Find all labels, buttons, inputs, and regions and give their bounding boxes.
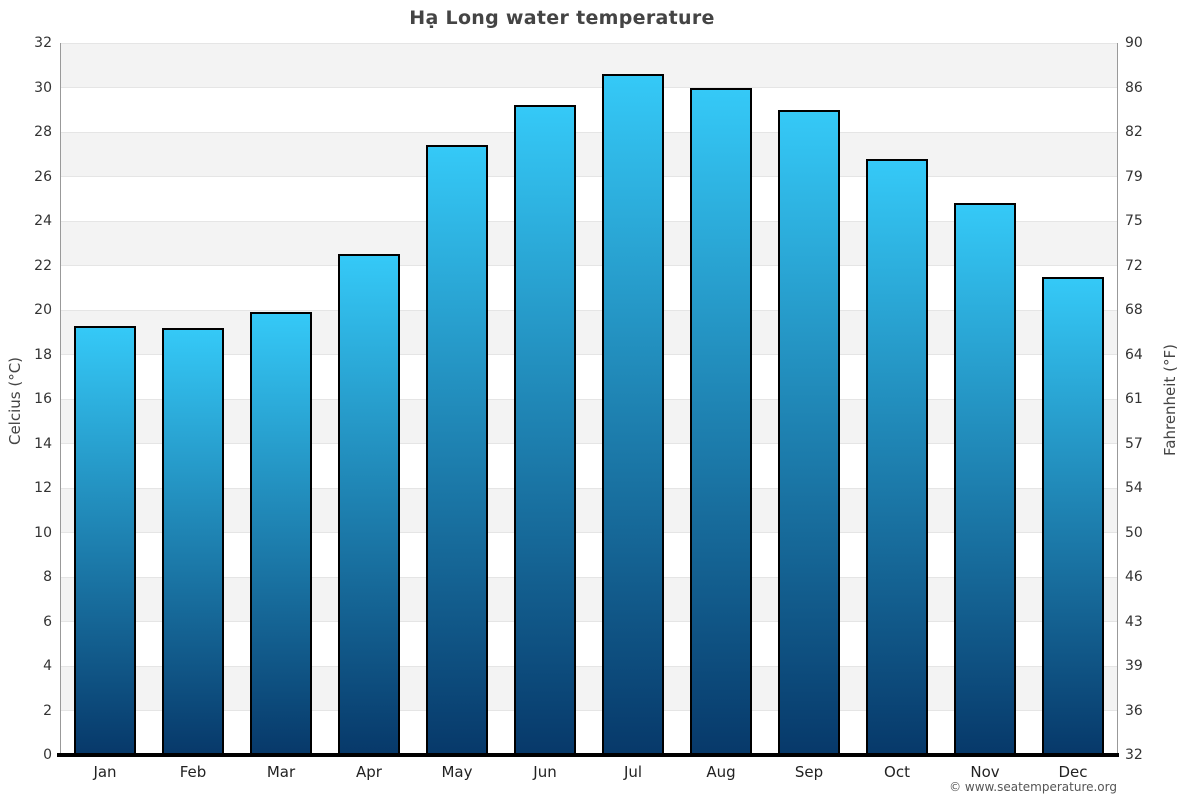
plot-band xyxy=(61,221,1117,266)
gridline xyxy=(61,621,1117,622)
bar-aug[interactable] xyxy=(690,87,752,755)
month-tick-label-jan: Jan xyxy=(93,763,117,781)
plot-band xyxy=(61,310,1117,355)
celsius-tick-label: 20 xyxy=(34,302,52,318)
celsius-tick-label: 6 xyxy=(43,613,52,630)
month-tick-label-jun: Jun xyxy=(533,763,557,781)
plot-band xyxy=(61,710,1117,755)
gridline xyxy=(61,710,1117,711)
fahrenheit-tick-label: 64 xyxy=(1125,346,1143,363)
gridline xyxy=(61,131,1117,133)
celsius-tick-label: 30 xyxy=(34,79,52,96)
fahrenheit-tick-label: 61 xyxy=(1125,391,1143,407)
month-tick-label-sep: Sep xyxy=(794,763,824,781)
fahrenheit-tick-label: 72 xyxy=(1125,257,1143,274)
celsius-tick-label: 22 xyxy=(34,257,52,274)
month-tick-label-aug: Aug xyxy=(706,763,736,781)
fahrenheit-tick-label: 46 xyxy=(1125,569,1143,585)
gridline xyxy=(61,176,1117,177)
fahrenheit-tick-label: 32 xyxy=(1125,747,1143,763)
fahrenheit-tick-label: 90 xyxy=(1125,35,1143,51)
gridline xyxy=(61,487,1117,489)
gridline xyxy=(61,532,1117,533)
plot-band xyxy=(61,265,1117,310)
month-tick-label-oct: Oct xyxy=(884,763,910,781)
plot-band xyxy=(61,354,1117,399)
month-tick-label-feb: Feb xyxy=(179,763,207,781)
month-tick-label-mar: Mar xyxy=(266,763,296,781)
month-tick-label-nov: Nov xyxy=(970,763,1000,781)
plot-band xyxy=(61,132,1117,177)
month-tick-label-apr: Apr xyxy=(356,763,382,781)
fahrenheit-tick-label: 82 xyxy=(1125,124,1143,140)
gridline xyxy=(61,443,1117,444)
fahrenheit-tick-label: 86 xyxy=(1125,79,1143,96)
gridline xyxy=(61,354,1117,355)
gridline xyxy=(61,265,1117,266)
plot-band xyxy=(61,443,1117,488)
chart-title: Hạ Long water temperature xyxy=(409,7,715,29)
fahrenheit-tick-label: 68 xyxy=(1125,302,1143,318)
fahrenheit-tick-label: 39 xyxy=(1125,658,1143,674)
gridline xyxy=(61,665,1117,667)
gridline xyxy=(61,576,1117,578)
plot-band xyxy=(61,43,1117,88)
bar-dec[interactable] xyxy=(1042,276,1104,755)
gridline xyxy=(61,220,1117,222)
month-tick-label-jul: Jul xyxy=(623,763,643,781)
right-axis-line xyxy=(1117,43,1118,755)
left-axis-line xyxy=(60,43,61,755)
fahrenheit-tick-label: 43 xyxy=(1125,613,1143,630)
celsius-tick-label: 0 xyxy=(43,747,52,763)
month-tick-label-may: May xyxy=(441,763,473,781)
fahrenheit-tick-label: 57 xyxy=(1125,435,1143,452)
plot-band xyxy=(61,176,1117,221)
x-axis-baseline xyxy=(57,753,1119,757)
bar-may[interactable] xyxy=(426,145,488,755)
gridline xyxy=(61,398,1117,400)
celsius-tick-label: 24 xyxy=(34,213,52,229)
celsius-tick-label: 14 xyxy=(34,435,52,452)
bar-jun[interactable] xyxy=(514,105,576,755)
plot-band xyxy=(61,666,1117,711)
bar-oct[interactable] xyxy=(866,158,928,755)
celsius-tick-label: 32 xyxy=(34,35,52,51)
fahrenheit-tick-label: 50 xyxy=(1125,524,1143,541)
gridline xyxy=(61,42,1117,44)
celsius-tick-label: 26 xyxy=(34,168,52,185)
bar-sep[interactable] xyxy=(778,109,840,755)
bar-apr[interactable] xyxy=(338,254,400,755)
bar-jul[interactable] xyxy=(602,74,664,755)
celsius-tick-label: 8 xyxy=(43,569,52,585)
celsius-tick-label: 28 xyxy=(34,124,52,140)
bar-jan[interactable] xyxy=(74,325,136,755)
plot-band xyxy=(61,577,1117,622)
celsius-tick-label: 16 xyxy=(34,391,52,407)
celsius-tick-label: 12 xyxy=(34,480,52,496)
plot-band xyxy=(61,532,1117,577)
copyright-text: © www.seatemperature.org xyxy=(949,780,1117,794)
gridline xyxy=(61,309,1117,311)
plot-area xyxy=(57,42,1119,757)
celsius-tick-label: 4 xyxy=(43,658,52,674)
bar-mar[interactable] xyxy=(250,312,312,755)
bar-nov[interactable] xyxy=(954,203,1016,755)
fahrenheit-tick-label: 79 xyxy=(1125,168,1143,185)
fahrenheit-tick-label: 75 xyxy=(1125,213,1143,229)
fahrenheit-tick-label: 54 xyxy=(1125,480,1143,496)
gridline xyxy=(61,87,1117,88)
plot-band xyxy=(61,488,1117,533)
plot-band xyxy=(61,621,1117,666)
celsius-tick-label: 10 xyxy=(34,524,52,541)
plot-band xyxy=(61,399,1117,444)
celsius-tick-label: 18 xyxy=(34,346,52,363)
bar-feb[interactable] xyxy=(162,327,224,755)
fahrenheit-tick-label: 36 xyxy=(1125,702,1143,719)
month-tick-label-dec: Dec xyxy=(1058,763,1088,781)
plot-band xyxy=(61,87,1117,132)
celsius-tick-label: 2 xyxy=(43,702,52,719)
